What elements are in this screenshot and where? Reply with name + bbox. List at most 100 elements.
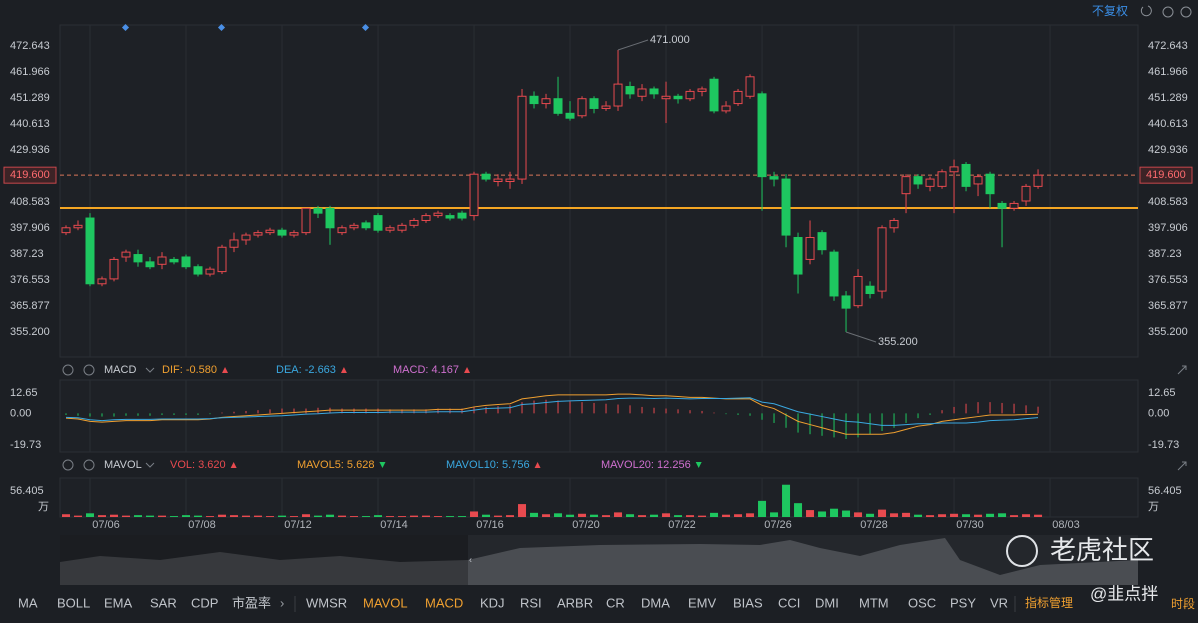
volume-bar [542, 514, 551, 517]
indicator-tab[interactable]: EMV [688, 595, 717, 610]
candle-body [889, 219, 899, 229]
candle-body [949, 166, 959, 173]
volume-bar [506, 515, 515, 517]
y-tick-label: 461.966 [10, 66, 50, 78]
close-icon[interactable] [83, 459, 95, 471]
zoom-out-icon[interactable] [1162, 6, 1174, 18]
volume-bar [902, 512, 911, 517]
tab-arrow[interactable]: › [280, 595, 284, 610]
annotation-leader [845, 331, 877, 343]
indicator-tab[interactable]: CCI [778, 595, 800, 610]
x-tick-label: 07/30 [956, 519, 984, 531]
volume-bar [278, 515, 287, 517]
candle-body [733, 90, 743, 105]
volume-bar [614, 512, 623, 517]
indicator-tab[interactable]: SAR [150, 595, 177, 610]
candle-body [805, 237, 815, 260]
indicator-tab[interactable]: PSY [950, 595, 976, 610]
event-marker[interactable] [217, 23, 226, 32]
indicator-tab[interactable]: MACD [425, 595, 463, 610]
indicator-tab[interactable]: MAVOL [363, 595, 408, 610]
candle-body [361, 222, 371, 229]
candle-body [697, 88, 707, 92]
adjust-toggle[interactable]: 不复权 [1092, 4, 1128, 18]
volume-bar [626, 514, 635, 517]
expand-icon[interactable] [1177, 365, 1187, 471]
candle-body [505, 178, 515, 183]
volume-bar [458, 516, 467, 517]
candle-body [853, 275, 863, 307]
indicator-tab[interactable]: BOLL [57, 595, 90, 610]
y-tick-label: 365.877 [10, 300, 50, 312]
indicator-tab[interactable]: WMSR [306, 595, 347, 610]
y-tick-label: 12.65 [10, 387, 38, 399]
candle-body [781, 178, 791, 236]
y-tick-label: 0.00 [1148, 407, 1169, 419]
volume-bar [374, 515, 383, 517]
volume-bar [842, 510, 851, 517]
indicator-tab[interactable]: 市盈率 [232, 595, 271, 610]
close-icon[interactable] [83, 364, 95, 376]
indicator-tab[interactable]: DMA [641, 595, 670, 610]
dropdown-icon[interactable] [145, 462, 155, 468]
macd-panel [59, 379, 1139, 453]
candle-body [925, 178, 935, 187]
volume-bar [470, 511, 479, 517]
indicator-tab[interactable]: CR [606, 595, 625, 610]
indicator-tab[interactable]: ARBR [557, 595, 593, 610]
legend-entry: DEA: -2.663 [276, 364, 336, 376]
time-tab[interactable]: 时段 [1171, 596, 1195, 611]
indicator-tab[interactable]: OSC [908, 595, 936, 610]
indicator-tab[interactable]: 指标管理 [1025, 595, 1073, 610]
volume-bar [398, 516, 407, 517]
volume-bar [974, 514, 983, 517]
indicator-tab[interactable]: EMA [104, 595, 133, 610]
volume-bar [422, 515, 431, 517]
macd-line [65, 397, 1039, 426]
dropdown-icon[interactable] [145, 367, 155, 373]
legend-entry: MAVOL5: 5.628 [297, 459, 374, 471]
window-icons [1140, 5, 1192, 18]
candle-body [217, 246, 227, 273]
reset-icon[interactable] [1140, 5, 1152, 17]
x-tick-label: 07/08 [188, 519, 216, 531]
indicator-tab[interactable]: DMI [815, 595, 839, 610]
y-tick-label: 451.289 [1148, 92, 1188, 104]
indicator-tab[interactable]: MA [18, 595, 38, 610]
candle-body [337, 227, 347, 234]
y-tick-label: -19.73 [10, 439, 41, 451]
navigator: ‹ [60, 535, 1138, 585]
y-tick-label: 472.643 [1148, 40, 1188, 52]
candle-body [157, 256, 167, 265]
candle-body [409, 219, 419, 226]
indicator-name: MAVOL [104, 459, 142, 471]
indicator-tab[interactable]: MTM [859, 595, 889, 610]
volume-bar [794, 503, 803, 517]
event-marker[interactable] [361, 23, 370, 32]
candle-body [973, 176, 983, 185]
annotation-label: 355.200 [878, 336, 918, 348]
y-tick-label: 397.906 [1148, 222, 1188, 234]
indicator-name: MACD [104, 364, 136, 376]
candle-body [1033, 174, 1043, 187]
candle-body [493, 178, 503, 183]
candle-body [553, 98, 563, 114]
navigator-handle[interactable]: ‹ [469, 554, 472, 564]
indicator-tab[interactable]: BIAS [733, 595, 763, 610]
zoom-in-icon[interactable] [1180, 6, 1192, 18]
settings-icon[interactable] [62, 459, 74, 471]
settings-icon[interactable] [62, 364, 74, 376]
volume-bar [806, 510, 815, 517]
candle-body [517, 95, 527, 180]
volume-bar [362, 516, 371, 517]
indicator-tab[interactable]: KDJ [480, 595, 505, 610]
volume-bar [446, 516, 455, 517]
candle-body [241, 234, 251, 241]
candle-body [205, 268, 215, 275]
y-tick-label: 440.613 [1148, 118, 1188, 130]
candle-body [397, 224, 407, 231]
indicator-tab[interactable]: CDP [191, 595, 218, 610]
indicator-tab[interactable]: VR [990, 595, 1008, 610]
indicator-tab[interactable]: RSI [520, 595, 542, 610]
trend-up [340, 367, 347, 373]
